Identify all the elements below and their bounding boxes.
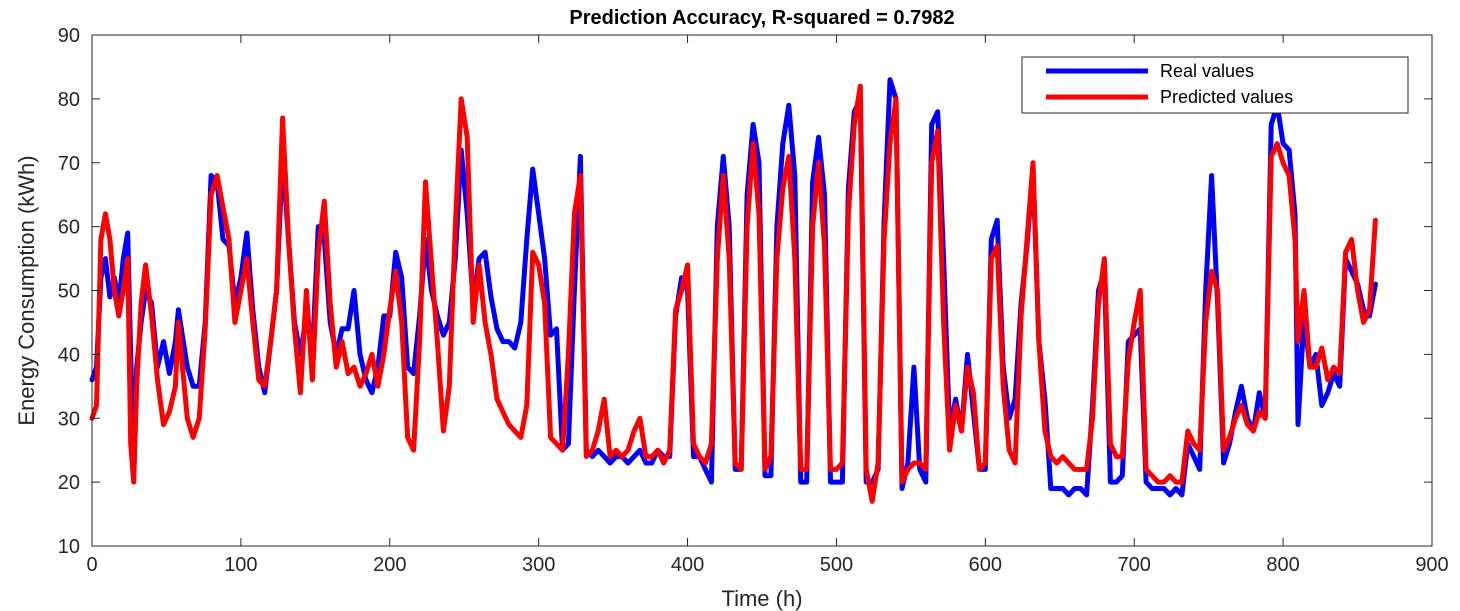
- y-tick-label: 40: [58, 344, 80, 366]
- x-tick-label: 200: [373, 554, 406, 576]
- legend-label: Real values: [1160, 61, 1254, 81]
- x-axis-label: Time (h): [721, 586, 802, 611]
- y-tick-label: 10: [58, 536, 80, 558]
- y-tick-label: 70: [58, 153, 80, 175]
- legend: Real values Predicted values: [1021, 56, 1409, 114]
- y-tick-label: 20: [58, 472, 80, 494]
- y-tick-label: 50: [58, 281, 80, 303]
- x-tick-label: 800: [1266, 554, 1299, 576]
- x-tick-label: 100: [224, 554, 257, 576]
- y-tick-label: 30: [58, 408, 80, 430]
- legend-box: [1021, 56, 1409, 114]
- x-tick-label: 700: [1118, 554, 1151, 576]
- x-tick-label: 900: [1415, 554, 1448, 576]
- y-axis: 10 20 30 40 50 60 70 80 90: [58, 25, 1432, 558]
- legend-label: Predicted values: [1160, 87, 1293, 107]
- x-axis: 0 100 200 300 400 500 600 700 800 900: [86, 35, 1449, 576]
- x-tick-label: 300: [522, 554, 555, 576]
- x-tick-label: 500: [820, 554, 853, 576]
- y-tick-label: 80: [58, 89, 80, 111]
- y-axis-label: Energy Consumption (kWh): [14, 155, 39, 425]
- x-tick-label: 600: [969, 554, 1002, 576]
- series-line-predicted: [89, 83, 1378, 504]
- x-tick-label: 400: [671, 554, 704, 576]
- y-tick-label: 90: [58, 25, 80, 47]
- chart-title: Prediction Accuracy, R-squared = 0.7982: [569, 7, 954, 29]
- x-tick-label: 0: [86, 554, 97, 576]
- y-tick-label: 60: [58, 217, 80, 239]
